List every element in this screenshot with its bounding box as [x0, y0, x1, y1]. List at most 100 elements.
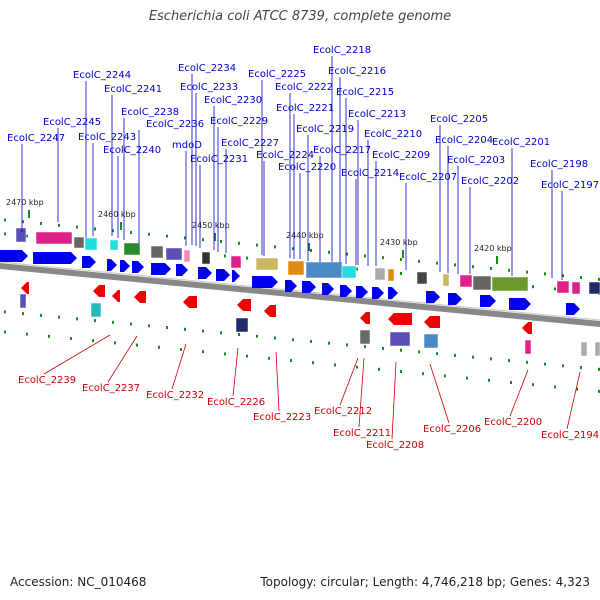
feature-block	[73, 236, 85, 249]
track-tick	[166, 234, 168, 238]
top-gene-label: EcolC_2210	[364, 129, 422, 140]
track-tick	[158, 345, 160, 349]
forward-gene-arrow	[0, 250, 28, 262]
feature-block	[341, 265, 357, 279]
top-gene-label: EcolC_2209	[372, 150, 430, 161]
feature-block	[230, 255, 242, 269]
scale-tick	[214, 233, 216, 241]
track-tick	[488, 378, 490, 382]
track-tick	[48, 334, 50, 338]
track-tick	[580, 276, 582, 279]
track-tick	[92, 339, 94, 343]
track-tick	[444, 374, 446, 378]
forward-gene-arrow	[285, 280, 297, 292]
track-tick	[382, 346, 384, 350]
track-tick	[26, 234, 28, 238]
top-gene-label: EcolC_2243	[78, 132, 136, 143]
feature-block	[423, 333, 439, 349]
track-tick	[526, 360, 528, 364]
top-gene-label: EcolC_2231	[190, 154, 248, 165]
feature-block	[90, 302, 102, 318]
track-tick	[184, 327, 186, 331]
feature-block	[287, 260, 305, 276]
forward-gene-arrow	[132, 261, 144, 273]
bottom-gene-label: EcolC_2212	[314, 406, 372, 417]
bottom-gene-label: EcolC_2206	[423, 424, 481, 435]
track-tick	[422, 372, 424, 376]
track-tick	[26, 332, 28, 336]
track-tick	[356, 267, 358, 271]
track-tick	[508, 268, 510, 272]
top-gene-label: EcolC_2238	[121, 107, 179, 118]
forward-gene-arrow	[322, 283, 334, 295]
track-tick	[532, 285, 534, 289]
track-tick	[562, 274, 564, 278]
track-tick	[166, 326, 168, 330]
top-gene-label: EcolC_2221	[276, 103, 334, 114]
track-tick	[256, 334, 258, 338]
track-tick	[22, 312, 24, 316]
scale-label: 2440 kbp	[286, 231, 324, 240]
top-gene-label: EcolC_2241	[104, 84, 162, 95]
top-gene-label: EcolC_2230	[204, 95, 262, 106]
feature-block	[165, 247, 183, 261]
leader-line	[509, 369, 529, 417]
top-gene-label: EcolC_2234	[178, 63, 236, 74]
track-tick	[490, 357, 492, 361]
top-gene-label: EcolC_2236	[146, 119, 204, 130]
top-gene-label: EcolC_2201	[492, 137, 550, 148]
scale-label: 2430 kbp	[380, 238, 418, 247]
feature-block	[19, 293, 27, 309]
scale-tick	[402, 250, 404, 258]
track-tick	[436, 261, 438, 265]
track-tick	[356, 365, 358, 369]
feature-block	[183, 249, 191, 263]
feature-block	[387, 268, 395, 282]
reverse-gene-arrow	[93, 285, 105, 297]
track-tick	[418, 350, 420, 354]
top-gene-label: EcolC_2213	[348, 109, 406, 120]
forward-gene-arrow	[151, 263, 171, 275]
forward-gene-arrow	[372, 287, 384, 299]
genome-backbone	[0, 263, 600, 327]
accession-label: Accession: NC_010468	[10, 575, 147, 589]
top-gene-label: EcolC_2217	[313, 145, 371, 156]
track-tick	[544, 362, 546, 366]
top-gene-label: EcolC_2218	[313, 45, 371, 56]
reverse-gene-arrow	[237, 299, 251, 311]
reverse-gene-arrow	[424, 316, 440, 328]
scale-tick	[308, 243, 310, 251]
track-tick	[70, 337, 72, 340]
track-tick	[202, 238, 204, 242]
feature-block	[374, 267, 386, 281]
top-gene-label: EcolC_2207	[399, 172, 457, 183]
track-tick	[472, 355, 474, 359]
reverse-gene-arrow	[264, 305, 276, 317]
track-tick	[328, 341, 330, 345]
track-tick	[544, 272, 546, 276]
scale-label: 2450 kbp	[192, 221, 230, 230]
top-gene-label: EcolC_2205	[430, 114, 488, 125]
track-tick	[554, 287, 556, 291]
track-tick	[598, 277, 600, 281]
track-tick	[490, 267, 492, 270]
track-tick	[580, 366, 582, 370]
forward-gene-arrow	[356, 286, 368, 298]
bottom-gene-label: EcolC_2223	[253, 412, 311, 423]
track-tick	[202, 350, 204, 354]
feature-block	[524, 339, 532, 355]
forward-gene-arrow	[33, 252, 77, 264]
track-tick	[554, 385, 556, 389]
track-tick	[346, 252, 348, 256]
bottom-gene-label: EcolC_2194	[541, 430, 599, 441]
track-tick	[562, 364, 564, 368]
top-gene-label: EcolC_2214	[341, 168, 399, 179]
bottom-gene-label: EcolC_2239	[18, 375, 76, 386]
feature-block	[235, 317, 249, 333]
track-tick	[400, 272, 402, 275]
backbone-highlight	[0, 261, 600, 321]
reverse-gene-arrow	[360, 312, 370, 324]
reverse-gene-arrow	[388, 313, 412, 325]
bottom-gene-label: EcolC_2211	[333, 428, 391, 439]
track-tick	[40, 313, 42, 317]
